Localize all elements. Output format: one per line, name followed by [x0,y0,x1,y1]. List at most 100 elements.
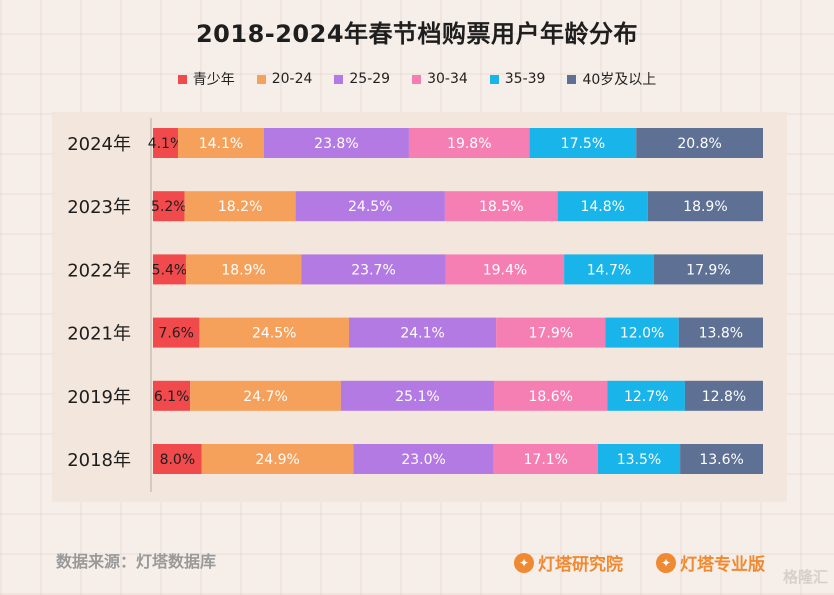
legend-label: 20-24 [271,71,313,87]
bar-segment [340,380,494,411]
bar-segment [295,191,445,222]
bar-segment [177,128,264,158]
data-label: 13.6% [699,452,743,468]
bar-segment [190,380,341,411]
lighthouse-icon: ✦ [514,552,534,573]
bar-segment [444,191,558,222]
chart-panel [52,112,787,502]
bar-segment [353,444,494,474]
legend-swatch [334,74,344,84]
lighthouse-icon: ✦ [656,552,676,573]
data-label: 12.7% [624,389,668,405]
data-label: 24.5% [252,326,296,342]
bar-segment [199,317,350,348]
data-label: 13.5% [617,452,661,468]
legend-item: 35-39 [489,69,546,89]
y-tick-label: 2018年 [67,450,131,471]
legend-label: 30-34 [427,71,468,87]
bar-segment [201,444,354,474]
bar-segment [263,128,409,158]
bar-segment [445,254,565,285]
data-label: 19.8% [447,136,491,152]
brand-professional-edition: ✦ 灯塔专业版 [656,550,765,575]
data-source: 数据来源：灯塔数据库 [56,552,217,571]
data-label: 17.5% [561,136,605,152]
bar-segment [564,254,654,285]
data-label: 18.5% [479,199,523,215]
bar-segment [301,254,446,285]
y-tick-label: 2024年 [67,134,131,155]
data-label: 4.1% [148,136,184,152]
bar-segment [597,444,681,474]
y-tick-label: 2019年 [67,387,131,408]
legend-item: 40岁及以上 [567,69,656,89]
bar-segment [153,128,178,158]
legend-swatch [412,74,422,84]
data-label: 24.1% [400,326,444,342]
bar-segment [493,380,608,411]
data-label: 17.9% [529,326,573,342]
data-label: 14.1% [199,136,243,152]
data-label: 23.7% [351,262,395,278]
legend-item: 20-24 [256,69,313,89]
data-label: 5.4% [152,262,188,278]
data-label: 24.5% [348,199,392,215]
y-tick-label: 2021年 [67,324,131,345]
brand-research-institute: ✦ 灯塔研究院 [514,550,623,575]
bar-segment [153,444,202,474]
data-label: 6.1% [154,389,190,405]
bar-segment [496,317,606,348]
legend-label: 25-29 [349,71,391,87]
bar-segment [636,128,763,158]
bar-segment [184,191,296,222]
brand-professional-label: 灯塔专业版 [680,555,765,575]
bar-segment [153,254,186,285]
data-label: 5.2% [151,199,187,215]
bar-segment [153,380,191,411]
bar-segment [680,444,763,474]
data-label: 14.7% [587,262,631,278]
legend-item: 青少年 [177,69,235,89]
legend-swatch [489,74,499,84]
bar-segment [153,191,185,222]
data-label: 23.8% [314,136,358,152]
data-label: 17.1% [524,452,568,468]
data-label: 7.6% [158,326,194,342]
bar-segment [529,128,637,158]
bar-segment [153,317,200,348]
data-label: 17.9% [686,262,730,278]
data-label: 8.0% [160,452,196,468]
legend-item: 30-34 [412,69,468,89]
legend-swatch [177,74,187,84]
data-label: 14.8% [580,199,624,215]
bar-segment [605,317,679,348]
bar-segment [684,380,763,411]
data-label: 18.2% [218,199,262,215]
data-label: 25.1% [395,389,439,405]
bar-segment [557,191,648,222]
bar-segment [408,128,530,158]
legend-swatch [567,74,577,84]
y-tick-label: 2023年 [67,197,131,218]
data-label: 24.7% [243,389,287,405]
chart-title: 2018-2024年春节档购票用户年龄分布 [195,20,639,48]
bar-segment [349,317,497,348]
data-label: 23.0% [401,452,445,468]
data-label: 13.8% [699,326,743,342]
data-label: 12.8% [702,389,746,405]
data-label: 18.9% [221,262,265,278]
bar-segment [493,444,598,474]
legend-label: 40岁及以上 [582,72,657,88]
legend-swatch [256,74,266,84]
data-label: 24.9% [255,452,299,468]
legend-label: 35-39 [504,71,546,87]
legend-label: 青少年 [192,72,235,88]
data-label: 20.8% [677,136,721,152]
data-label: 18.6% [528,389,572,405]
bar-segment [653,254,763,285]
bar-segment [678,317,763,348]
data-label: 19.4% [483,262,527,278]
brand-research-label: 灯塔研究院 [538,555,623,575]
data-label: 18.9% [683,199,727,215]
